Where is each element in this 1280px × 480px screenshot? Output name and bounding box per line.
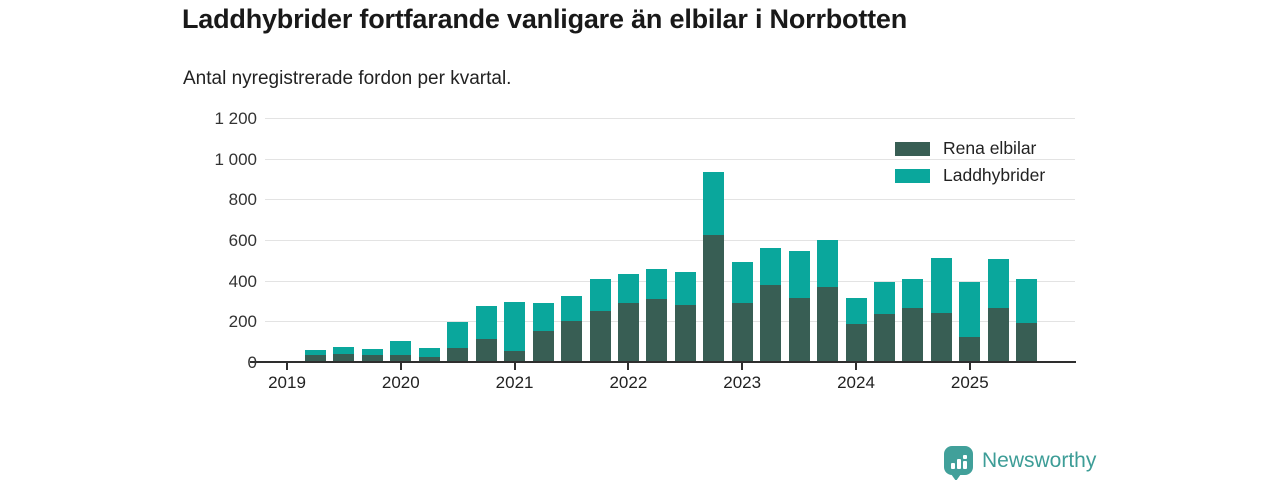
legend-label: Laddhybrider xyxy=(943,165,1046,185)
gridline xyxy=(265,199,1075,201)
bar-segment-laddhybrider xyxy=(475,306,497,339)
x-tick xyxy=(286,363,288,370)
bar-segment-elbilar xyxy=(561,321,583,363)
bar-segment-elbilar xyxy=(788,297,810,363)
badge-bar-icon xyxy=(956,459,961,469)
bar-segment-elbilar xyxy=(589,311,611,363)
x-tick xyxy=(399,363,402,370)
gridline xyxy=(265,321,1075,323)
bar-segment-laddhybrider xyxy=(674,271,696,306)
bar-segment-elbilar xyxy=(902,308,924,363)
bar-segment-elbilar xyxy=(874,314,895,363)
x-tick xyxy=(513,363,516,370)
gridline xyxy=(265,240,1075,241)
bar-segment-elbilar xyxy=(987,308,1009,363)
bar-segment-laddhybrider xyxy=(817,239,839,287)
x-tick-label: 2021 xyxy=(495,373,534,392)
x-tick xyxy=(855,363,857,370)
bar-segment-elbilar xyxy=(930,313,952,363)
brand-name: Newsworthy xyxy=(982,448,1097,472)
bar-segment-laddhybrider xyxy=(959,281,981,337)
y-tick-label: 0 xyxy=(247,353,257,372)
legend-swatch-elbilar xyxy=(895,141,930,156)
x-tick xyxy=(968,363,971,370)
legend: Rena elbilar Laddhybrider xyxy=(895,135,1045,189)
bar-segment-laddhybrider xyxy=(902,278,924,309)
bar-segment-elbilar xyxy=(959,336,981,363)
bar-segment-laddhybrider xyxy=(532,303,554,332)
bar-segment-laddhybrider xyxy=(447,322,469,348)
bar-chart-pin-icon xyxy=(944,446,973,480)
x-tick xyxy=(741,363,744,370)
bar-segment-laddhybrider xyxy=(1016,278,1038,324)
bar-segment-elbilar xyxy=(1016,323,1038,363)
bar-segment-elbilar xyxy=(674,305,696,363)
chart-subtitle: Antal nyregistrerade fordon per kvartal. xyxy=(183,68,512,89)
bar-segment-laddhybrider xyxy=(788,251,810,298)
y-tick-label: 400 xyxy=(228,271,257,291)
bar-segment-laddhybrider xyxy=(589,278,611,312)
bar-segment-elbilar xyxy=(731,303,753,363)
bar-segment-laddhybrider xyxy=(646,269,668,299)
x-tick xyxy=(627,363,630,370)
gridline xyxy=(265,158,1075,160)
y-tick-label: 200 xyxy=(228,312,257,332)
x-tick-label: 2024 xyxy=(837,373,875,392)
legend-swatch-laddhybrider xyxy=(895,168,930,183)
x-tick-label: 2023 xyxy=(723,373,762,392)
bar-segment-laddhybrider xyxy=(731,262,753,304)
y-tick-label: 1 000 xyxy=(214,149,257,169)
bar-segment-laddhybrider xyxy=(987,259,1009,309)
bar-segment-elbilar xyxy=(760,284,782,363)
plot-area xyxy=(265,118,1075,363)
badge-exclamation-icon xyxy=(962,455,967,469)
y-tick-label: 600 xyxy=(228,231,257,250)
bar-segment-elbilar xyxy=(617,303,639,363)
bar-segment-laddhybrider xyxy=(504,302,526,351)
gridline xyxy=(265,280,1075,282)
bar-segment-laddhybrider xyxy=(617,273,639,304)
bar-segment-laddhybrider xyxy=(305,349,326,355)
bar-segment-laddhybrider xyxy=(418,347,440,357)
x-axis-line xyxy=(250,361,1076,363)
legend-item-elbilar: Rena elbilar xyxy=(895,135,1045,162)
bar-segment-elbilar xyxy=(845,324,867,363)
bar-segment-laddhybrider xyxy=(760,248,782,285)
bar-segment-elbilar xyxy=(646,298,668,363)
bar-segment-elbilar xyxy=(817,286,839,363)
bar-segment-laddhybrider xyxy=(703,171,725,235)
bar-segment-elbilar xyxy=(333,353,355,363)
brand-footer: Newsworthy xyxy=(944,446,1097,480)
bar-segment-elbilar xyxy=(475,338,497,363)
bar-segment-elbilar xyxy=(504,350,526,363)
bar-segment-elbilar xyxy=(703,234,725,363)
bar-segment-laddhybrider xyxy=(333,346,355,354)
y-tick-label: 800 xyxy=(228,190,257,210)
x-tick-label: 2019 xyxy=(268,373,306,392)
x-tick-label: 2025 xyxy=(950,373,989,392)
bar-segment-elbilar xyxy=(390,354,412,363)
x-tick-label: 2020 xyxy=(381,373,420,392)
bar-segment-laddhybrider xyxy=(361,348,383,355)
bar-segment-laddhybrider xyxy=(874,281,895,315)
bar-segment-elbilar xyxy=(361,354,383,363)
bar-segment-laddhybrider xyxy=(930,258,952,314)
bar-segment-laddhybrider xyxy=(390,340,412,355)
legend-item-laddhybrider: Laddhybrider xyxy=(895,162,1045,189)
y-tick-label: 1 200 xyxy=(214,109,257,128)
gridline xyxy=(265,118,1075,119)
chart-title: Laddhybrider fortfarande vanligare än el… xyxy=(182,4,908,34)
badge-bar-icon xyxy=(950,463,955,469)
bar-segment-elbilar xyxy=(305,354,326,363)
bar-segment-laddhybrider xyxy=(845,297,867,325)
x-tick-label: 2022 xyxy=(609,373,648,392)
legend-label: Rena elbilar xyxy=(943,138,1037,158)
bar-segment-elbilar xyxy=(447,347,469,363)
bar-segment-elbilar xyxy=(532,331,554,363)
bar-segment-elbilar xyxy=(418,356,440,363)
bar-segment-laddhybrider xyxy=(561,295,583,322)
